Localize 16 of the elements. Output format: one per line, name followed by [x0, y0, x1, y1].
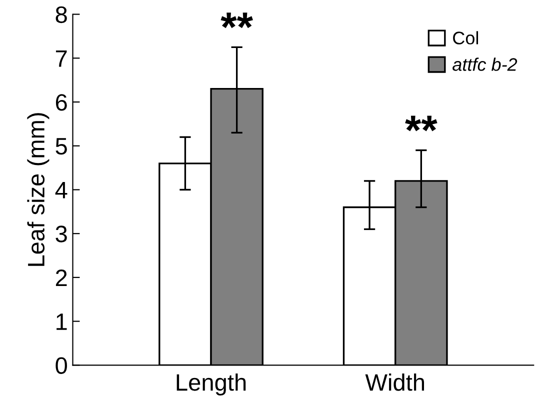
x-tick-label: Length: [176, 373, 246, 396]
y-tick-label: 2: [56, 270, 67, 286]
annotation: **: [405, 116, 438, 132]
y-tick-label: 0: [56, 357, 67, 374]
y-tick-label: 7: [56, 50, 67, 67]
legend-label: attfc b-2: [452, 58, 518, 71]
y-tick-label: 5: [56, 138, 67, 155]
legend-label: Col: [453, 31, 478, 44]
x-tick-label: Width: [365, 373, 424, 391]
y-tick-label: 6: [56, 94, 67, 111]
y-axis-title: Leaf size (mm): [27, 113, 50, 266]
y-tick-label: 4: [55, 182, 68, 198]
y-tick-label: 3: [56, 226, 67, 242]
annotation: **: [220, 12, 253, 28]
y-tick-label: 1: [56, 314, 67, 330]
y-tick-label: 8: [56, 6, 67, 24]
